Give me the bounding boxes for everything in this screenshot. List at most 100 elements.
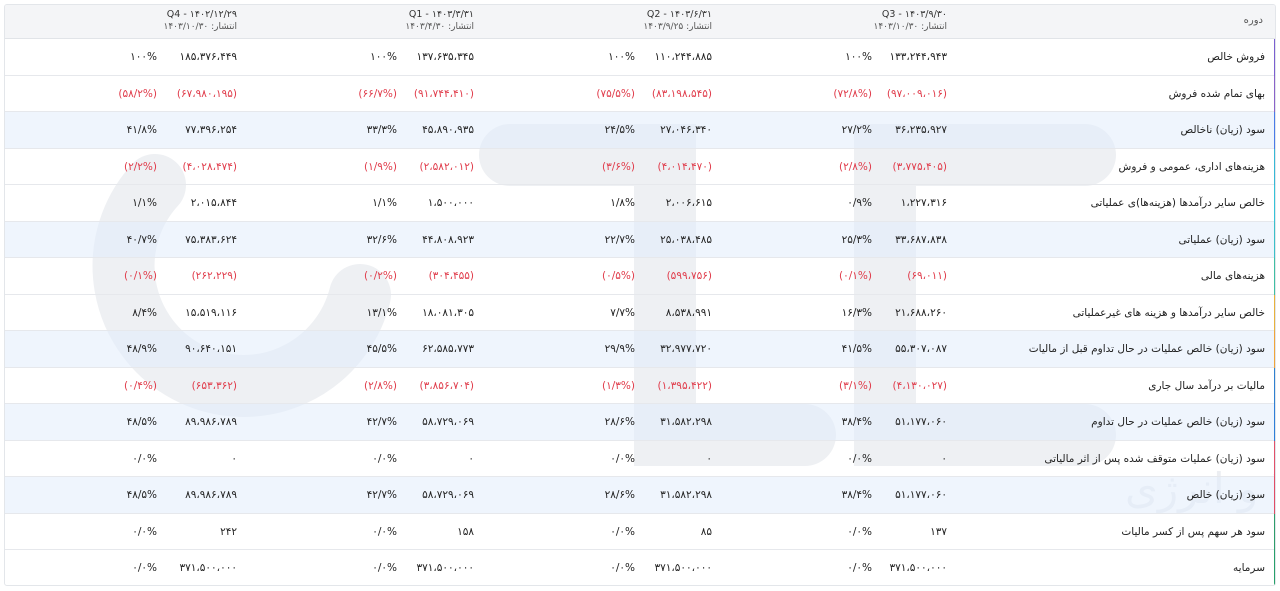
row-label: سود (زیان) عملیات متوقف شده پس از اثر ما… [1044,452,1265,465]
cell-value: (۲،۵۸۲،۰۱۲) [419,160,474,173]
cell-value: ۵۸،۷۲۹،۰۶۹ [422,416,474,428]
cell-percent: ۰/۰% [847,525,872,538]
cell-percent: (۳/۶%) [602,160,635,173]
table-row[interactable]: سود (زیان) عملیات متوقف شده پس از اثر ما… [5,440,1275,477]
row-accent-bar [1274,294,1275,331]
cell-value: (۴،۰۱۴،۴۷۰) [657,160,712,173]
cell-percent: ۸/۴% [132,306,157,319]
cell-value: ۱۱۰،۲۴۴،۸۸۵ [654,51,712,63]
cell-value: ۱۵۸ [457,525,474,538]
cell-percent: ۰/۰% [610,562,635,574]
cell-percent: ۰/۹% [847,197,872,209]
cell-percent: ۰/۰% [132,525,157,538]
cell-value: ۸۵ [700,525,712,538]
cell-value: ۲،۰۰۶،۶۱۵ [665,197,712,209]
cell-value: ۳۷۱،۵۰۰،۰۰۰ [889,562,947,574]
cell-value: ۵۱،۱۷۷،۰۶۰ [895,489,947,501]
table-row[interactable]: هزینه‌های اداری، عمومی و فروش (۳،۷۷۵،۴۰۵)… [5,148,1275,185]
cell-percent: (۵۸/۲%) [118,87,157,100]
cell-percent: (۰/۲%) [364,270,397,282]
quarter-header-q4[interactable]: Q4 - ۱۴۰۲/۱۲/۲۹ انتشار: ۱۴۰۳/۱۰/۳۰ [5,8,237,34]
quarter-header-q2[interactable]: Q2 - ۱۴۰۳/۶/۳۱ انتشار: ۱۴۰۳/۹/۲۵ [472,8,712,34]
cell-percent: (۱/۳%) [602,379,635,392]
cell-percent: ۷/۷% [610,306,635,319]
cell-percent: ۳۳/۳% [366,124,397,136]
row-label: سود هر سهم پس از کسر مالیات [1121,525,1265,538]
cell-value: ۶۲،۵۸۵،۷۷۳ [422,343,474,355]
row-accent-bar [1274,39,1275,76]
cell-percent: ۲۴/۵% [604,124,635,136]
cell-percent: (۰/۱%) [124,270,157,282]
cell-percent: ۲۲/۷% [604,233,635,246]
table-row[interactable]: هزینه‌های مالی (۶۹،۰۱۱) (۰/۱%) (۵۹۹،۷۵۶) (۰/… [5,258,1275,295]
cell-percent: ۲۸/۶% [604,416,635,428]
cell-value: ۳۲،۹۷۷،۷۲۰ [660,343,712,355]
table-row[interactable]: سود (زیان) خالص عملیات در حال تداوم ۵۱،۱۷… [5,404,1275,441]
cell-value: (۶۹،۰۱۱) [907,270,947,282]
cell-percent: ۱/۸% [610,197,635,209]
cell-percent: ۴۲/۷% [366,489,397,501]
quarter-published: انتشار: ۱۴۰۳/۴/۳۰ [405,22,474,32]
row-label: فروش خالص [1207,51,1265,63]
row-accent-bar [1274,75,1275,112]
cell-value: ۳۱،۵۸۲،۲۹۸ [660,416,712,428]
table-row[interactable]: سود (زیان) ناخالص ۳۶،۲۳۵،۹۲۷ ۲۷/۲% ۲۷،۰۴۶،۳… [5,112,1275,149]
cell-percent: ۴۱/۵% [841,343,872,355]
row-accent-bar [1274,185,1275,222]
quarter-header-q3[interactable]: Q3 - ۱۴۰۳/۹/۳۰ انتشار: ۱۴۰۳/۱۰/۳۰ [707,8,947,34]
cell-percent: ۱۰۰% [845,51,872,63]
cell-value: ۷۷،۳۹۶،۲۵۴ [185,124,237,136]
cell-percent: ۴۲/۷% [366,416,397,428]
cell-value: ۱،۲۲۷،۳۱۶ [900,197,947,209]
table-row[interactable]: بهای تمام شده فروش (۹۷،۰۰۹،۰۱۶) (۷۲/۸%) (۸۳… [5,75,1275,112]
row-accent-bar [1274,550,1275,585]
cell-value: ۳۱،۵۸۲،۲۹۸ [660,489,712,501]
cell-value: ۴۵،۸۹۰،۹۳۵ [422,124,474,136]
table-row[interactable]: مالیات بر درآمد سال جاری (۴،۱۳۰،۰۲۷) (۳/۱%… [5,367,1275,404]
table-row[interactable]: سود (زیان) خالص ۵۱،۱۷۷،۰۶۰ ۳۸/۴% ۳۱،۵۸۲،۲۹۸… [5,477,1275,514]
cell-percent: (۶۶/۷%) [358,87,397,100]
cell-percent: ۰/۰% [372,452,397,465]
table-row[interactable]: سود (زیان) خالص عملیات در حال تداوم قبل … [5,331,1275,368]
cell-percent: ۰/۰% [847,562,872,574]
row-label: سرمایه [1233,562,1265,574]
quarter-title: Q3 - ۱۴۰۳/۹/۳۰ [881,9,947,20]
row-label: بهای تمام شده فروش [1168,87,1265,100]
cell-percent: (۷۵/۵%) [596,87,635,100]
table-row[interactable]: فروش خالص ۱۳۳،۲۴۴،۹۴۳ ۱۰۰% ۱۱۰،۲۴۴،۸۸۵ ۱۰۰% ۱… [5,39,1275,76]
cell-value: (۳،۸۵۶،۷۰۴) [419,379,474,392]
quarter-header-q1[interactable]: Q1 - ۱۴۰۳/۳/۳۱ انتشار: ۱۴۰۳/۴/۳۰ [234,8,474,34]
row-accent-bar [1274,440,1275,477]
cell-value: ۰ [231,452,237,465]
cell-percent: ۴۱/۸% [126,124,157,136]
cell-value: ۱۳۷،۶۳۵،۳۴۵ [416,51,474,63]
cell-value: ۹۰،۶۴۰،۱۵۱ [185,343,237,355]
cell-value: ۱۸۵،۳۷۶،۴۴۹ [179,51,237,63]
table-row[interactable]: سود (زیان) عملیاتی ۳۳،۶۸۷،۸۳۸ ۲۵/۳% ۲۵،۰۳۸،… [5,221,1275,258]
table-row[interactable]: خالص سایر درآمدها (هزینه‌ها)ی عملیاتی ۱،۲… [5,185,1275,222]
row-label: مالیات بر درآمد سال جاری [1148,379,1265,392]
cell-percent: ۴۸/۵% [126,416,157,428]
cell-value: ۰ [468,452,474,465]
row-accent-bar [1274,258,1275,295]
cell-value: (۳۰۴،۴۵۵) [428,270,474,282]
cell-value: (۱،۳۹۵،۴۲۲) [657,379,712,392]
cell-percent: ۴۰/۷% [126,233,157,246]
cell-value: (۸۳،۱۹۸،۵۴۵) [651,87,712,100]
cell-value: ۱۵،۵۱۹،۱۱۶ [185,306,237,319]
cell-value: ۵۱،۱۷۷،۰۶۰ [895,416,947,428]
cell-percent: (۲/۸%) [839,160,872,173]
cell-percent: ۴۸/۵% [126,489,157,501]
cell-value: ۸۹،۹۸۶،۷۸۹ [185,489,237,501]
cell-value: ۲۷،۰۴۶،۳۴۰ [660,124,712,136]
table-row[interactable]: سود هر سهم پس از کسر مالیات ۱۳۷ ۰/۰% ۸۵ ۰/۰%… [5,513,1275,550]
cell-percent: (۳/۱%) [839,379,872,392]
quarter-published: انتشار: ۱۴۰۳/۱۰/۳۰ [163,22,237,32]
cell-value: ۷۵،۳۸۳،۶۲۴ [185,233,237,246]
row-accent-bar [1274,331,1275,368]
table-row[interactable]: سرمایه ۳۷۱،۵۰۰،۰۰۰ ۰/۰% ۳۷۱،۵۰۰،۰۰۰ ۰/۰% ۳۷۱،… [5,550,1275,585]
cell-percent: ۱۶/۳% [841,306,872,319]
cell-percent: ۳۲/۶% [366,233,397,246]
table-row[interactable]: خالص سایر درآمدها و هزینه های غیرعملیاتی… [5,294,1275,331]
cell-percent: ۰/۰% [132,452,157,465]
